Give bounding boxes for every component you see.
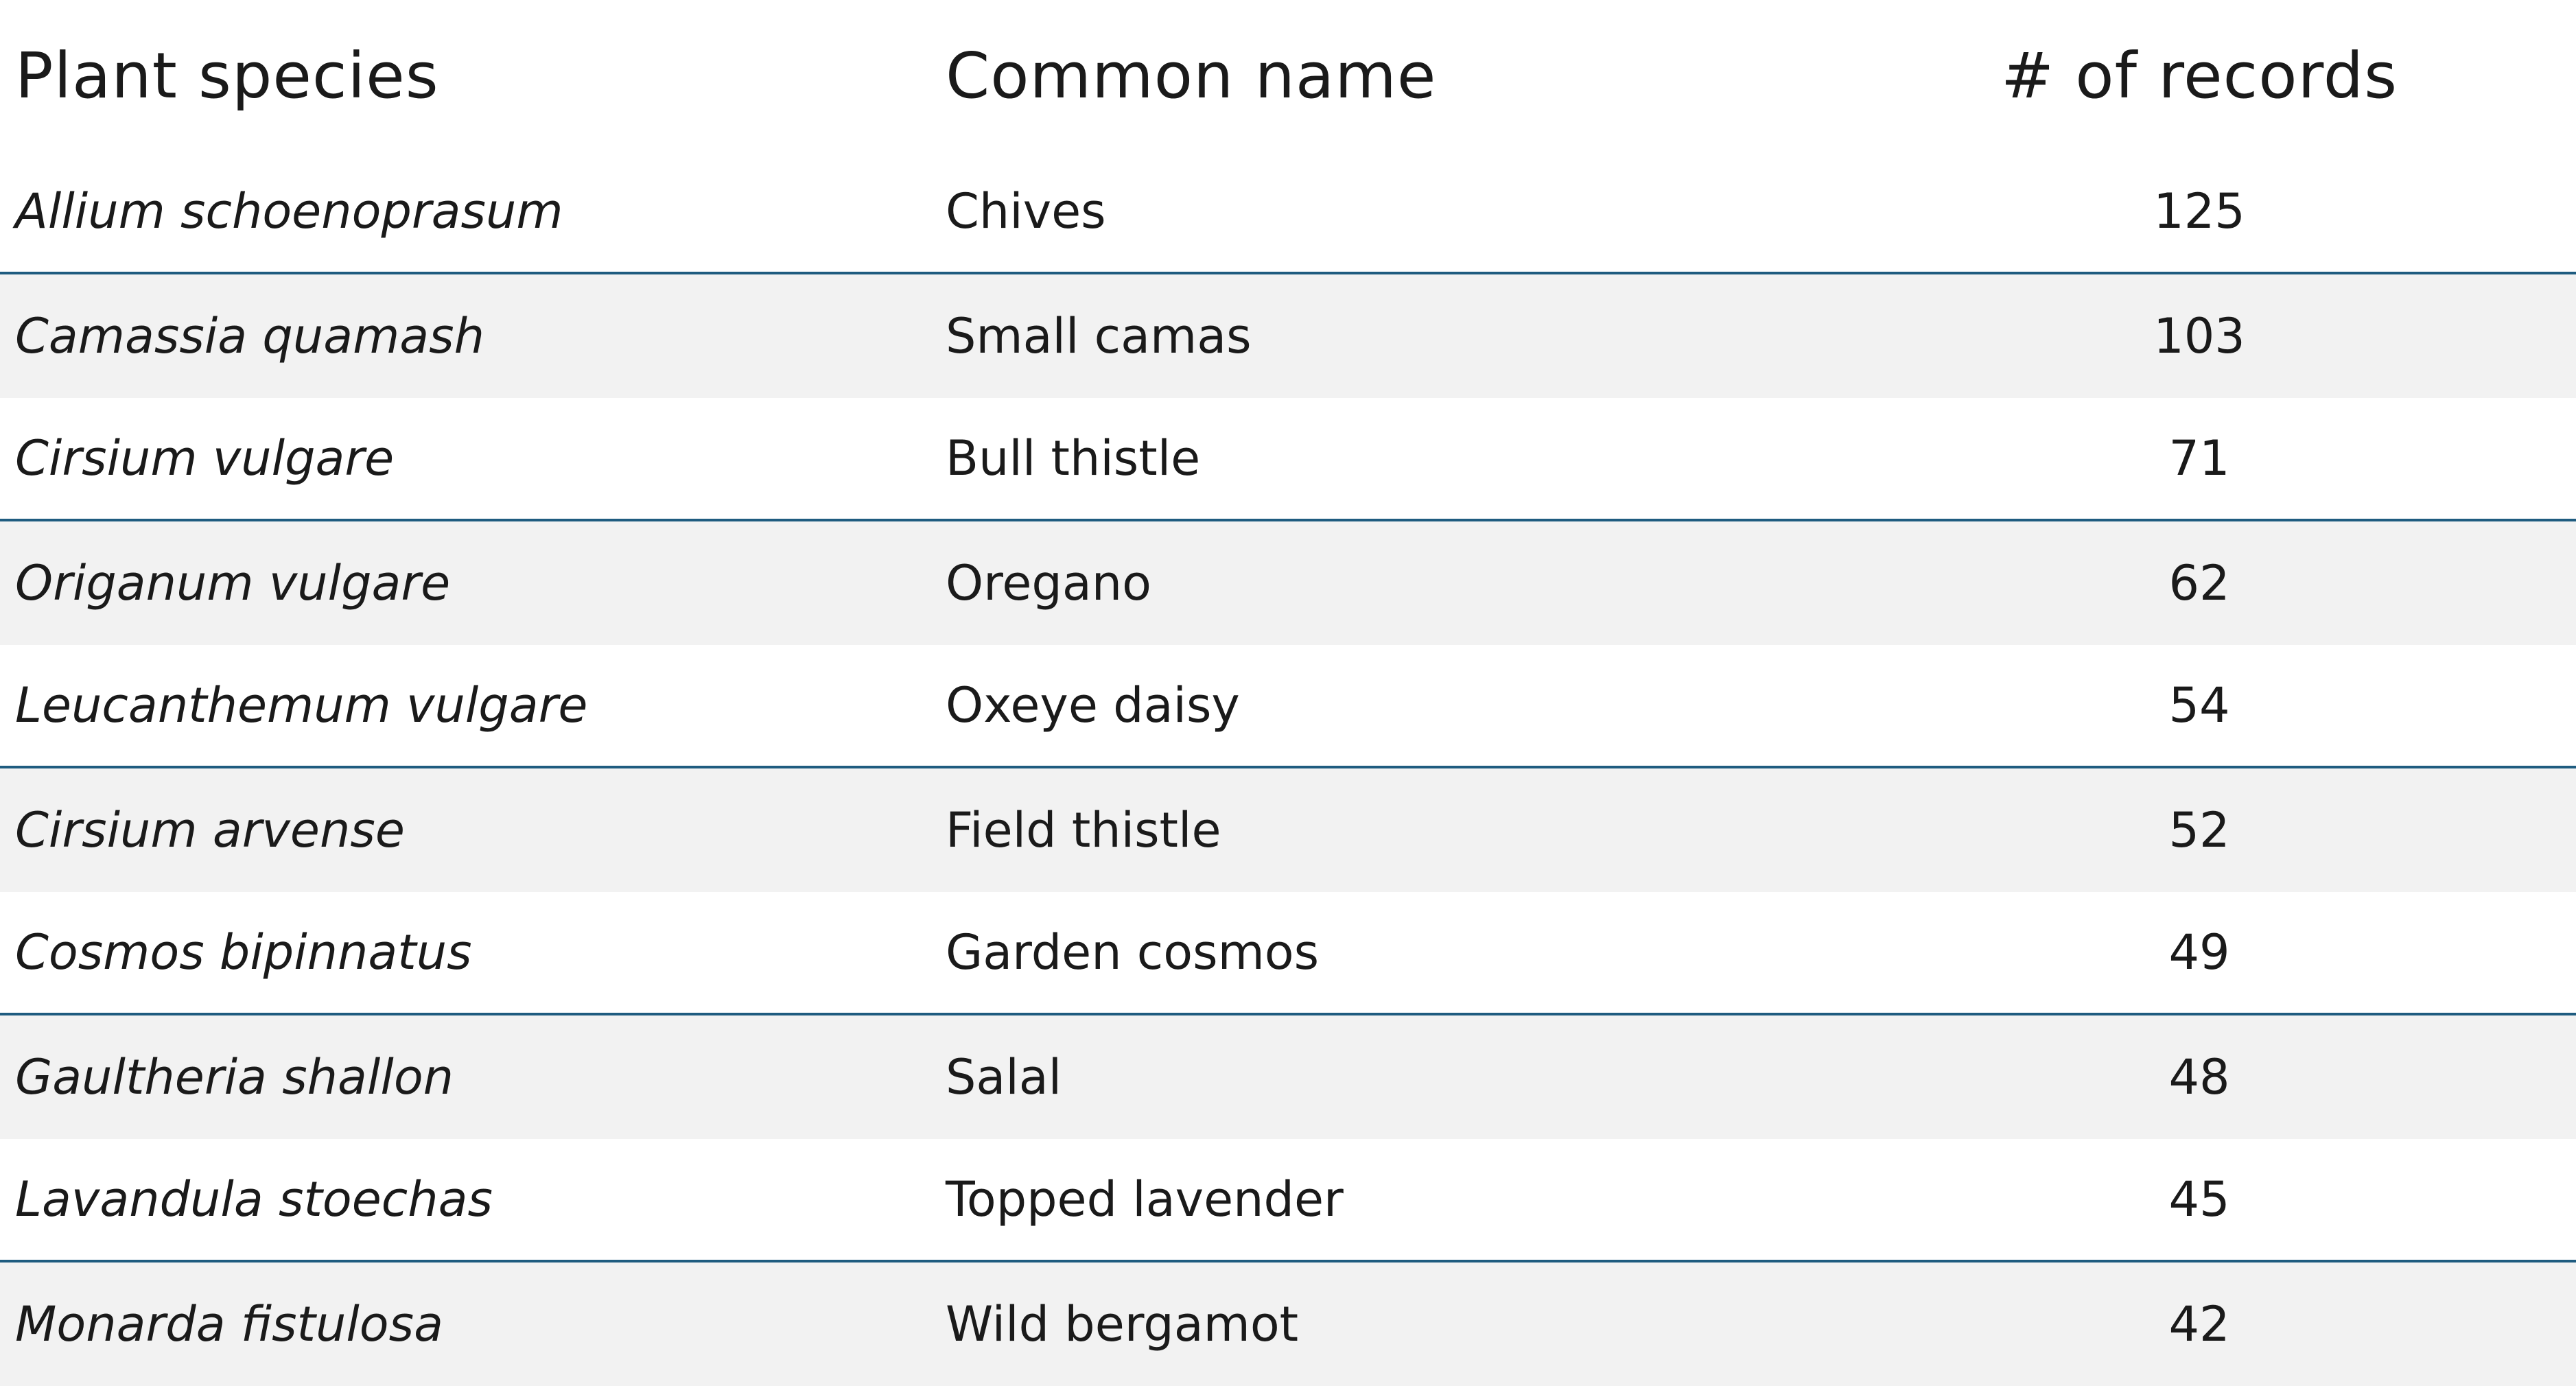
table-row: Monarda fistulosa Wild bergamot 42 [0, 1262, 2576, 1386]
common-name-cell: Garden cosmos [946, 924, 1320, 980]
record-count-cell: 45 [2168, 1171, 2230, 1228]
common-name-cell: Topped lavender [946, 1171, 1344, 1228]
species-cell: Camassia quamash [15, 308, 485, 364]
common-name-cell: Small camas [946, 308, 1252, 364]
species-cell: Cosmos bipinnatus [15, 924, 472, 980]
record-count-cell: 103 [2153, 308, 2245, 364]
species-cell: Origanum vulgare [15, 555, 451, 611]
header-common-name: Common name [946, 38, 1437, 113]
species-cell: Cirsium vulgare [15, 430, 395, 486]
species-cell: Lavandula stoechas [15, 1171, 493, 1228]
record-count-cell: 125 [2153, 183, 2245, 239]
record-count-cell: 52 [2168, 802, 2230, 858]
common-name-cell: Bull thistle [946, 430, 1201, 486]
record-count-cell: 71 [2168, 430, 2230, 486]
common-name-cell: Chives [946, 183, 1106, 239]
species-cell: Cirsium arvense [15, 802, 405, 858]
record-count-cell: 54 [2168, 677, 2230, 733]
record-count-cell: 42 [2168, 1296, 2230, 1352]
species-cell: Allium schoenoprasum [15, 183, 563, 239]
species-cell: Gaultheria shallon [15, 1049, 454, 1105]
common-name-cell: Oregano [946, 555, 1151, 611]
species-cell: Leucanthemum vulgare [15, 677, 588, 733]
table-row: Cirsium vulgare Bull thistle 71 [0, 398, 2576, 521]
record-count-cell: 49 [2168, 924, 2230, 980]
record-count-cell: 48 [2168, 1049, 2230, 1105]
common-name-cell: Salal [946, 1049, 1062, 1105]
table-header-row: Plant species Common name # of records [0, 0, 2576, 151]
table-row: Cirsium arvense Field thistle 52 [0, 768, 2576, 892]
record-count-cell: 62 [2168, 555, 2230, 611]
table-row: Cosmos bipinnatus Garden cosmos 49 [0, 892, 2576, 1015]
common-name-cell: Oxeye daisy [946, 677, 1240, 733]
header-plant-species: Plant species [15, 38, 439, 113]
table-row: Allium schoenoprasum Chives 125 [0, 151, 2576, 274]
table-row: Lavandula stoechas Topped lavender 45 [0, 1139, 2576, 1262]
table-row: Leucanthemum vulgare Oxeye daisy 54 [0, 645, 2576, 768]
common-name-cell: Wild bergamot [946, 1296, 1299, 1352]
table-row: Gaultheria shallon Salal 48 [0, 1015, 2576, 1139]
common-name-cell: Field thistle [946, 802, 1221, 858]
species-cell: Monarda fistulosa [15, 1296, 443, 1352]
table-row: Camassia quamash Small camas 103 [0, 274, 2576, 398]
header-record-count: # of records [2000, 38, 2398, 113]
table-row: Origanum vulgare Oregano 62 [0, 521, 2576, 645]
